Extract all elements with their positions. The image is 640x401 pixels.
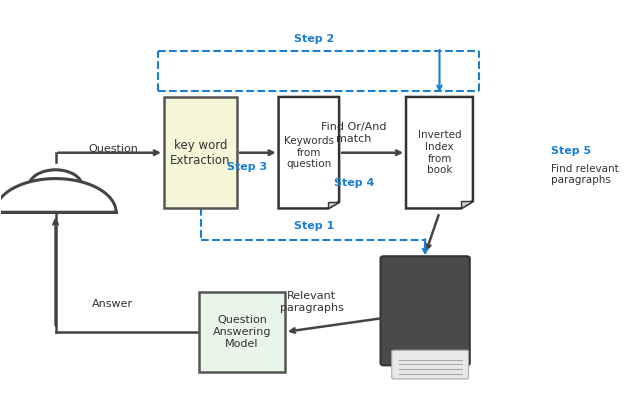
FancyBboxPatch shape	[392, 350, 468, 379]
Text: Find relevant
paragraphs: Find relevant paragraphs	[550, 164, 618, 185]
Text: Relevant
paragraphs: Relevant paragraphs	[280, 291, 344, 313]
Polygon shape	[328, 202, 339, 209]
Text: Step 4: Step 4	[333, 178, 374, 188]
Polygon shape	[461, 201, 473, 209]
FancyBboxPatch shape	[164, 97, 237, 209]
Text: Question
Answering
Model: Question Answering Model	[212, 315, 271, 348]
Text: Question: Question	[88, 144, 138, 154]
Text: Inverted
Index
from
book: Inverted Index from book	[418, 130, 461, 175]
Text: Step 3: Step 3	[227, 162, 267, 172]
Polygon shape	[278, 97, 339, 209]
FancyBboxPatch shape	[381, 256, 470, 365]
Text: Answer: Answer	[92, 299, 134, 309]
Polygon shape	[0, 178, 116, 213]
Text: key word
Extraction: key word Extraction	[170, 139, 231, 167]
Text: Step 2: Step 2	[294, 34, 333, 44]
Text: Keywords
from
question: Keywords from question	[284, 136, 334, 169]
Text: Step 5: Step 5	[550, 146, 591, 156]
Text: Step 1: Step 1	[294, 221, 333, 231]
Text: Find Or/And
match: Find Or/And match	[321, 122, 387, 144]
FancyBboxPatch shape	[199, 292, 285, 372]
Polygon shape	[406, 97, 473, 209]
